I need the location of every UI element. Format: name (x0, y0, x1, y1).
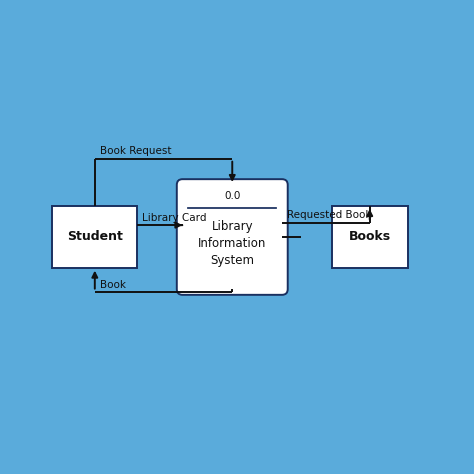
FancyBboxPatch shape (332, 206, 408, 268)
Text: Requested Book: Requested Book (287, 210, 371, 220)
FancyBboxPatch shape (52, 206, 137, 268)
Text: Book Request: Book Request (100, 146, 171, 156)
Text: Books: Books (349, 230, 391, 244)
Text: Student: Student (67, 230, 123, 244)
Text: Library Card: Library Card (142, 213, 207, 223)
FancyBboxPatch shape (177, 179, 288, 295)
Text: 0.0: 0.0 (224, 191, 240, 201)
Text: Library
Information
System: Library Information System (198, 220, 266, 267)
Text: Book: Book (100, 280, 126, 290)
